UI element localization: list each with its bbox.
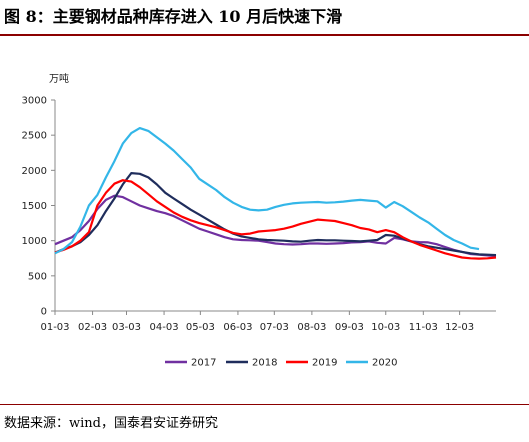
y-tick-label: 1500 — [22, 201, 47, 212]
x-tick-label: 03-03 — [112, 322, 141, 333]
y-tick-label: 1000 — [22, 236, 47, 247]
legend-label-2020: 2020 — [372, 358, 397, 369]
series-line-2020 — [54, 127, 480, 255]
x-tick-label: 11-03 — [409, 322, 438, 333]
y-unit-label: 万吨 — [49, 72, 69, 85]
x-tick-label: 06-03 — [223, 322, 252, 333]
legend-label-2019: 2019 — [312, 358, 337, 369]
x-tick-label: 10-03 — [371, 322, 400, 333]
x-tick-label: 12-03 — [445, 322, 474, 333]
series-line-2019 — [54, 179, 497, 260]
series-line-2017 — [54, 194, 497, 258]
y-tick-label: 2000 — [22, 166, 47, 177]
y-tick-label: 2500 — [22, 131, 47, 142]
x-tick-label: 01-03 — [40, 322, 69, 333]
legend-label-2017: 2017 — [191, 358, 216, 369]
x-tick-label: 04-03 — [150, 322, 179, 333]
x-tick-label: 05-03 — [186, 322, 215, 333]
x-tick-label: 08-03 — [297, 322, 326, 333]
source-note: 数据来源：wind，国泰君安证券研究 — [4, 416, 218, 431]
y-tick-label: 500 — [28, 271, 47, 282]
x-tick-label: 02-03 — [78, 322, 107, 333]
y-tick-label: 3000 — [22, 96, 47, 107]
title-divider — [0, 34, 529, 36]
footer-divider — [0, 404, 529, 405]
line-chart: 万吨 0 500 1000 1500 2000 2500 3000 01-03 02-03 03-0… — [22, 72, 497, 369]
x-tick-label: 07-03 — [260, 322, 289, 333]
y-tick-label: 0 — [41, 307, 47, 318]
legend-label-2018: 2018 — [252, 358, 277, 369]
figure-title: 图 8：主要钢材品种库存进入 10 月后快速下滑 — [4, 7, 343, 26]
x-tick-label: 09-03 — [335, 322, 364, 333]
